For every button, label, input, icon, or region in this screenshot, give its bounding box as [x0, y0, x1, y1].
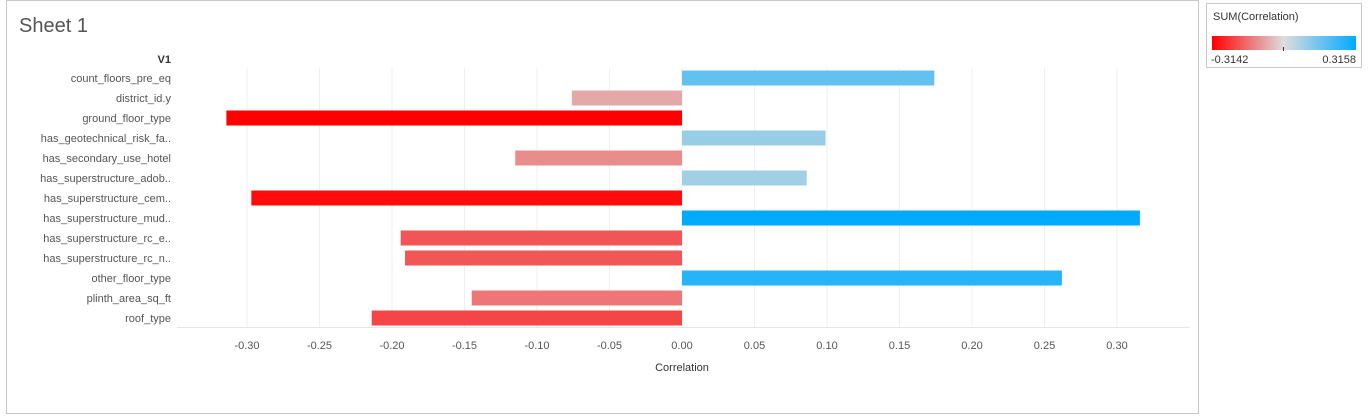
legend-min-label: -0.3142: [1211, 54, 1249, 66]
sheet-panel: Sheet 1: [6, 0, 1199, 414]
bar[interactable]: [405, 250, 682, 266]
category-label: has_secondary_use_hotel: [43, 153, 171, 165]
x-tick-label: 0.10: [816, 340, 837, 352]
bar[interactable]: [515, 150, 682, 166]
bar[interactable]: [226, 110, 682, 126]
category-label: other_floor_type: [92, 273, 172, 285]
x-tick-label: 0.25: [1034, 340, 1055, 352]
bar[interactable]: [682, 130, 826, 146]
category-label: plinth_area_sq_ft: [87, 293, 171, 305]
x-tick-label: 0.05: [744, 340, 765, 352]
category-label: has_superstructure_rc_n..: [43, 253, 171, 265]
category-label: district_id.y: [116, 93, 172, 105]
category-label: roof_type: [125, 313, 171, 325]
x-tick-label: -0.20: [379, 340, 404, 352]
category-label: has_geotechnical_risk_fa..: [41, 133, 171, 145]
x-axis-title: Correlation: [655, 362, 709, 374]
category-label: has_superstructure_mud..: [43, 213, 171, 225]
category-label: has_superstructure_adob..: [40, 173, 171, 185]
bar[interactable]: [682, 170, 807, 186]
sheet-title: Sheet 1: [19, 15, 88, 37]
row-header: V1: [158, 54, 171, 66]
x-tick-label: 0.00: [671, 340, 692, 352]
bar[interactable]: [471, 290, 682, 306]
x-tick-label: 0.20: [961, 340, 982, 352]
bar[interactable]: [400, 230, 682, 246]
label-layer: -0.30 -0.25 -0.20 -0.15 -0.10 -0.05 0.00 0.05 0.…: [40, 73, 1128, 352]
category-label: ground_floor_type: [82, 113, 171, 125]
category-label: count_floors_pre_eq: [71, 73, 171, 85]
legend-midpoint-tick: [1283, 47, 1284, 51]
x-tick-label: -0.05: [597, 340, 622, 352]
bar[interactable]: [682, 210, 1140, 226]
x-tick-label: 0.15: [889, 340, 910, 352]
category-label: has_superstructure_cem..: [44, 193, 171, 205]
color-legend[interactable]: SUM(Correlation) -0.3142 0.3158: [1206, 3, 1362, 68]
bar[interactable]: [571, 90, 682, 106]
legend-gradient: [1212, 36, 1356, 50]
bar[interactable]: [251, 190, 682, 206]
bar-chart: -0.30 -0.25 -0.20 -0.15 -0.10 -0.05 0.00 0.05 0.…: [40, 54, 1190, 374]
bar[interactable]: [371, 310, 682, 326]
bar[interactable]: [682, 70, 935, 86]
x-tick-label: 0.30: [1106, 340, 1127, 352]
bar[interactable]: [682, 270, 1062, 286]
legend-max-label: 0.3158: [1322, 54, 1356, 66]
bar-layer: [226, 70, 1140, 326]
x-tick-label: -0.30: [234, 340, 259, 352]
x-tick-label: -0.25: [307, 340, 332, 352]
category-label: has_superstructure_rc_e..: [43, 233, 171, 245]
x-tick-label: -0.10: [524, 340, 549, 352]
legend-title: SUM(Correlation): [1213, 11, 1299, 23]
x-tick-label: -0.15: [452, 340, 477, 352]
